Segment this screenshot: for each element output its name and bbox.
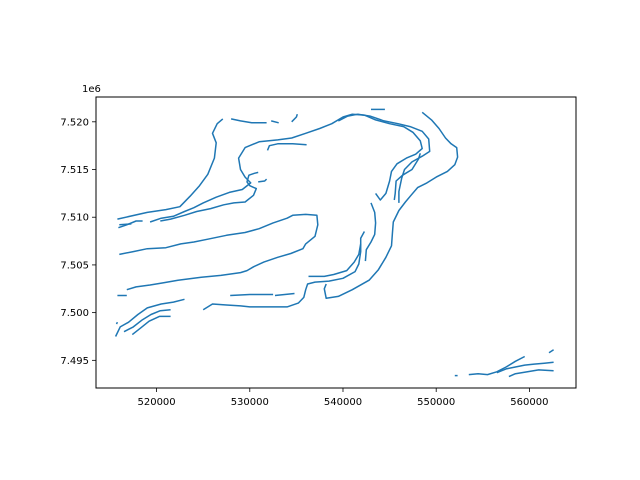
y-tick-label: 7.505 [60, 260, 89, 271]
series-line-8 [160, 171, 259, 222]
series-line-13 [114, 298, 185, 337]
series-line-28 [496, 361, 554, 374]
series-line-15 [131, 315, 171, 336]
y-axis: 7.495 7.500 7.505 7.510 7.515 7.520 [60, 117, 96, 367]
x-tick-label: 530000 [231, 397, 269, 408]
series-line-7 [149, 113, 423, 223]
y-tick-label: 7.520 [60, 117, 89, 128]
y-offset-label: 1e6 [82, 84, 101, 95]
series-line-20 [308, 243, 362, 278]
series-line-5 [118, 220, 143, 229]
series-line-19 [274, 292, 295, 297]
series-line-17 [202, 231, 366, 311]
series-line-4 [291, 113, 299, 123]
series-line-27 [468, 355, 526, 376]
x-tick-label: 520000 [137, 397, 175, 408]
series-line-10 [266, 143, 307, 151]
y-tick-label: 7.515 [60, 165, 89, 176]
series-line-22 [364, 202, 377, 262]
x-tick-label: 550000 [417, 397, 455, 408]
plot-lines [114, 108, 554, 378]
series-line-30 [548, 349, 554, 354]
series-line-16 [115, 321, 119, 325]
x-tick-label: 540000 [324, 397, 362, 408]
series-line-11 [119, 213, 319, 291]
series-line-9 [258, 178, 268, 183]
series-line-21 [323, 111, 459, 300]
series-line-14 [123, 309, 171, 333]
y-tick-label: 7.500 [60, 308, 89, 319]
y-tick-label: 7.510 [60, 213, 89, 224]
series-line-6 [119, 223, 132, 226]
x-axis: 520000 530000 540000 550000 560000 [137, 388, 548, 408]
plot-frame [95, 96, 577, 389]
series-line-1 [117, 118, 224, 220]
series-line-29 [508, 369, 554, 378]
series-line-24 [337, 113, 431, 203]
y-tick-label: 7.495 [60, 356, 89, 367]
series-line-3 [271, 120, 279, 124]
series-line-18 [230, 293, 274, 297]
series-line-2 [230, 118, 267, 124]
x-tick-label: 560000 [510, 397, 548, 408]
